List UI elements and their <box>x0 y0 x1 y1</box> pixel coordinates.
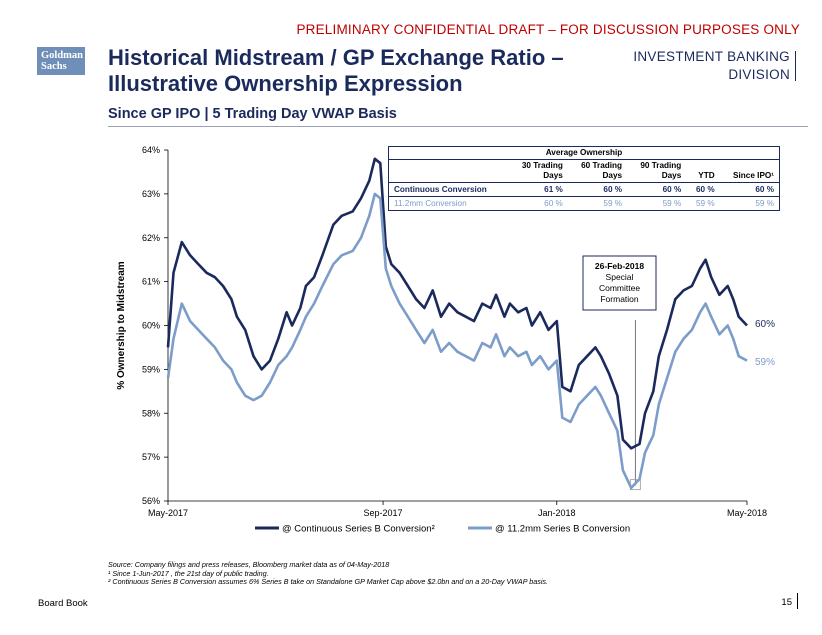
source-note: Source: Company filings and press releas… <box>108 560 390 569</box>
table-cell: 60 % <box>719 182 780 197</box>
col-header-line2: Since IPO¹ <box>733 171 774 180</box>
footnotes: Source: Company filings and press releas… <box>108 560 549 587</box>
y-tick-label: 59% <box>142 364 160 374</box>
legend-label: @ Continuous Series B Conversion² <box>282 524 435 535</box>
draft-notice: PRELIMINARY CONFIDENTIAL DRAFT – FOR DIS… <box>296 22 800 37</box>
y-tick-label: 57% <box>142 452 160 462</box>
x-tick-label: May-2018 <box>727 508 767 518</box>
division-divider <box>795 51 796 81</box>
title-line2: Illustrative Ownership Expression <box>108 71 463 96</box>
col-header-line2: YTD <box>698 171 715 180</box>
series-line <box>166 157 748 450</box>
series-line <box>166 192 748 490</box>
y-tick-label: 56% <box>142 496 160 506</box>
title-line1: Historical Midstream / GP Exchange Ratio… <box>108 45 564 70</box>
table-row: Continuous Conversion 61 % 60 % 60 % 60 … <box>388 182 780 197</box>
table-header-cell: YTD <box>686 159 720 183</box>
table-cell: 59 % <box>695 199 715 208</box>
y-tick-label: 58% <box>142 408 160 418</box>
footer-divider <box>797 593 798 609</box>
x-tick-label: Sep-2017 <box>364 508 403 518</box>
division-line2: DIVISION <box>728 67 790 82</box>
x-tick-label: Jan-2018 <box>538 508 576 518</box>
annotation-date: 26-Feb-2018 <box>595 261 644 271</box>
col-header-line1: 30 Trading <box>521 161 563 170</box>
legend-label: @ 11.2mm Series B Conversion <box>495 524 630 535</box>
row-label: 11.2mm Conversion <box>394 199 467 208</box>
table-cell: 59 % <box>755 199 774 208</box>
col-header-line2: Days <box>602 171 623 180</box>
annotation-line: Formation <box>600 294 639 304</box>
annotation-box <box>582 255 657 311</box>
y-tick-label: 63% <box>142 189 160 199</box>
col-header-line2: Days <box>543 171 563 180</box>
y-tick-label: 62% <box>142 233 160 243</box>
series-end-label: 59% <box>755 357 775 368</box>
page-subtitle: Since GP IPO | 5 Trading Day VWAP Basis <box>108 106 397 122</box>
y-axis-label: % Ownership to Midstream <box>116 261 127 389</box>
table-cell: 61 % <box>508 182 568 197</box>
table-header-cell: 30 Trading Days <box>508 159 568 183</box>
header-rule <box>108 126 808 127</box>
division-line1: INVESTMENT BANKING <box>633 49 790 64</box>
table-header-cell: 90 Trading Days <box>627 159 687 183</box>
logo-line2: Sachs <box>41 61 67 72</box>
goldman-sachs-logo: Goldman Sachs <box>37 47 85 75</box>
x-tick-label: May-2017 <box>148 508 188 518</box>
average-ownership-table: Average Ownership 30 Trading Days 60 Trad… <box>388 146 780 211</box>
series-end-label: 60% <box>755 319 775 330</box>
table-cell: 59 % <box>603 199 623 208</box>
y-tick-label: 64% <box>142 145 160 155</box>
table-cell: 60 % <box>686 182 720 197</box>
table-row: 11.2mm Conversion 60 % 59 % 59 % 59 % 59… <box>389 197 780 211</box>
table-header-cell: 60 Trading Days <box>567 159 628 183</box>
table-cell: 60 % <box>627 182 687 197</box>
row-label: Continuous Conversion <box>388 182 509 197</box>
table-header-cell: Since IPO¹ <box>719 159 780 183</box>
page-number: 15 <box>781 597 792 608</box>
footnote-2: ² Continuous Series B Conversion assumes… <box>108 577 549 587</box>
footer-label: Board Book <box>38 598 88 609</box>
logo-line1: Goldman <box>41 50 84 61</box>
table-cell: 60 % <box>567 182 628 197</box>
footnote-1: ¹ Since 1-Jun-2017 , the 21st day of pub… <box>108 568 269 578</box>
y-tick-label: 60% <box>142 321 160 331</box>
annotation-line: Committee <box>599 283 640 293</box>
table-cell: 60 % <box>544 199 563 208</box>
table-title: Average Ownership <box>388 146 780 160</box>
page-title: Historical Midstream / GP Exchange Ratio… <box>108 45 564 97</box>
table-header-blank <box>388 159 509 183</box>
y-tick-label: 61% <box>142 277 160 287</box>
annotation-line: Special <box>606 272 634 282</box>
table-cell: 59 % <box>662 199 682 208</box>
division-label: INVESTMENT BANKING DIVISION <box>633 48 790 84</box>
col-header-line2: Days <box>661 171 682 180</box>
col-header-line1: 90 Trading <box>640 161 682 170</box>
col-header-line1: 60 Trading <box>581 161 623 170</box>
